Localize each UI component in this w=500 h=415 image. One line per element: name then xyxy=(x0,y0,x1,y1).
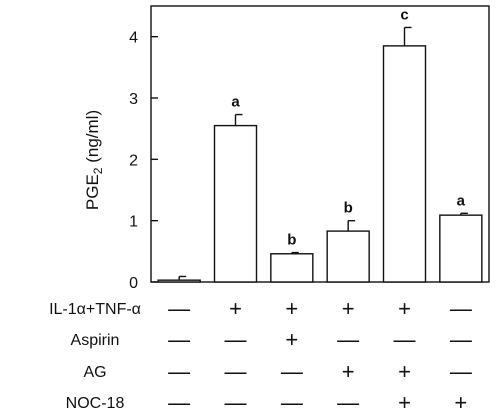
treatment-table: IL-1α+TNF-α — + + + + — Aspirin — — + — — — AG — — — + + — NO… xyxy=(49,296,472,415)
significance-label: b xyxy=(344,200,353,217)
plus-mark: + xyxy=(398,296,411,321)
treatment-row-label: IL-1α+TNF-α xyxy=(49,301,141,318)
minus-mark: — xyxy=(168,327,190,352)
y-axis-label-subscript: 2 xyxy=(91,167,105,174)
plus-mark: + xyxy=(454,390,467,415)
minus-mark: — xyxy=(394,327,416,352)
plus-mark: + xyxy=(342,296,355,321)
significance-label: a xyxy=(231,94,240,111)
bar xyxy=(382,45,427,283)
plus-mark: + xyxy=(229,296,242,321)
minus-mark: — xyxy=(225,359,247,384)
treatment-row-label: NOC-18 xyxy=(66,395,125,412)
y-tick-label: 0 xyxy=(129,275,138,292)
axes xyxy=(150,5,490,283)
bar xyxy=(157,279,201,283)
bar xyxy=(270,253,314,283)
minus-mark: — xyxy=(225,327,247,352)
bar xyxy=(213,124,258,283)
minus-mark: — xyxy=(337,390,359,415)
y-axis-label: PGE2 (ng/ml) xyxy=(83,110,105,210)
y-tick-label: 4 xyxy=(129,30,138,47)
minus-mark: — xyxy=(337,327,359,352)
y-tick-label: 3 xyxy=(129,91,138,108)
plus-mark: + xyxy=(285,327,298,352)
minus-mark: — xyxy=(450,359,472,384)
bars: a b b c a xyxy=(157,6,483,283)
significance-label: b xyxy=(287,232,296,249)
y-tick-label: 2 xyxy=(129,152,138,169)
plus-mark: + xyxy=(285,296,298,321)
minus-mark: — xyxy=(281,390,303,415)
y-axis-label-main: PGE xyxy=(83,174,102,210)
minus-mark: — xyxy=(225,390,247,415)
minus-mark: — xyxy=(168,390,190,415)
significance-label: a xyxy=(457,192,466,209)
minus-mark: — xyxy=(450,296,472,321)
minus-mark: — xyxy=(281,359,303,384)
y-ticks: 0 1 2 3 4 xyxy=(129,30,158,292)
treatment-row-label: Aspirin xyxy=(71,332,120,349)
bar xyxy=(439,214,483,283)
minus-mark: — xyxy=(450,327,472,352)
minus-mark: — xyxy=(168,296,190,321)
significance-label: c xyxy=(400,6,408,23)
plus-mark: + xyxy=(398,359,411,384)
treatment-row-label: AG xyxy=(83,364,106,381)
plot-frame xyxy=(150,5,490,283)
bar xyxy=(326,230,370,283)
minus-mark: — xyxy=(168,359,190,384)
plus-mark: + xyxy=(342,359,355,384)
y-tick-label: 1 xyxy=(129,214,138,231)
y-axis-label-unit: (ng/ml) xyxy=(83,110,102,168)
plus-mark: + xyxy=(398,390,411,415)
